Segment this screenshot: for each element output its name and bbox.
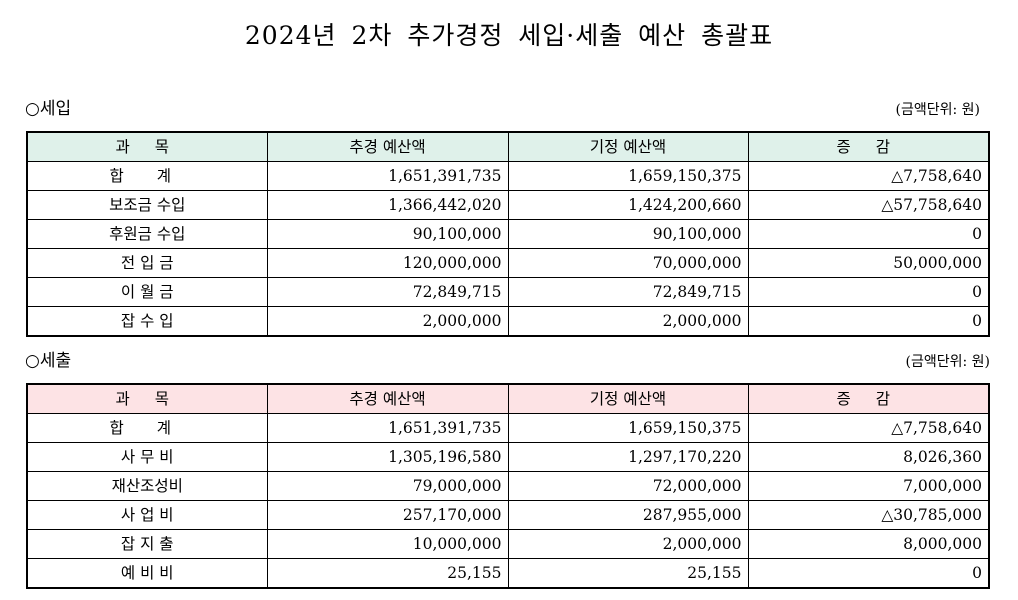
row-supplementary-amount: 257,170,000 bbox=[266, 500, 509, 530]
row-change-amount: 50,000,000 bbox=[747, 248, 990, 278]
table-row: 잡 지 출 10,000,000 2,000,000 8,000,000 bbox=[26, 529, 990, 559]
row-change-amount: △7,758,640 bbox=[747, 161, 990, 191]
table-row: 사 업 비 257,170,000 287,955,000 △30,785,000 bbox=[26, 500, 990, 530]
table-row: 잡 수 입 2,000,000 2,000,000 0 bbox=[26, 306, 990, 337]
row-supplementary-amount: 72,849,715 bbox=[266, 277, 509, 307]
table-row: 합 계 1,651,391,735 1,659,150,375 △7,758,640 bbox=[26, 413, 990, 443]
row-supplementary-amount: 90,100,000 bbox=[266, 219, 509, 249]
row-category: 전 입 금 bbox=[26, 248, 268, 278]
column-header-supplementary: 추경 예산액 bbox=[266, 131, 509, 162]
row-supplementary-amount: 25,155 bbox=[266, 558, 509, 589]
expenditure-section-label: ○세출 bbox=[25, 351, 72, 371]
row-category: 합 계 bbox=[26, 161, 268, 191]
table-row: 보조금 수입 1,366,442,020 1,424,200,660 △57,758,… bbox=[26, 190, 990, 220]
table-row: 재산조성비 79,000,000 72,000,000 7,000,000 bbox=[26, 471, 990, 501]
row-supplementary-amount: 1,651,391,735 bbox=[266, 413, 509, 443]
row-change-amount: 0 bbox=[747, 558, 990, 589]
row-supplementary-amount: 1,305,196,580 bbox=[266, 442, 509, 472]
column-header-change: 증 감 bbox=[747, 131, 990, 162]
row-existing-amount: 1,659,150,375 bbox=[507, 161, 749, 191]
row-supplementary-amount: 1,366,442,020 bbox=[266, 190, 509, 220]
column-header-existing: 기정 예산액 bbox=[507, 131, 749, 162]
table-row: 전 입 금 120,000,000 70,000,000 50,000,000 bbox=[26, 248, 990, 278]
row-existing-amount: 72,849,715 bbox=[507, 277, 749, 307]
row-category: 잡 수 입 bbox=[26, 306, 268, 337]
table-row: 이 월 금 72,849,715 72,849,715 0 bbox=[26, 277, 990, 307]
table-row: 합 계 1,651,391,735 1,659,150,375 △7,758,640 bbox=[26, 161, 990, 191]
column-header-supplementary: 추경 예산액 bbox=[266, 383, 509, 414]
row-existing-amount: 1,297,170,220 bbox=[507, 442, 749, 472]
row-supplementary-amount: 2,000,000 bbox=[266, 306, 509, 337]
row-change-amount: 8,026,360 bbox=[747, 442, 990, 472]
column-header-change: 증 감 bbox=[747, 383, 990, 414]
row-change-amount: △57,758,640 bbox=[747, 190, 990, 220]
column-header-existing: 기정 예산액 bbox=[507, 383, 749, 414]
table-row: 사 무 비 1,305,196,580 1,297,170,220 8,026,360 bbox=[26, 442, 990, 472]
revenue-section-label: ○세입 bbox=[25, 99, 72, 119]
row-category: 잡 지 출 bbox=[26, 529, 268, 559]
page-title: 2024년 2차 추가경정 세입·세출 예산 총괄표 bbox=[244, 21, 774, 50]
expenditure-header-row: 과 목 추경 예산액 기정 예산액 증 감 bbox=[26, 383, 990, 414]
revenue-unit-label: (금액단위: 원) bbox=[895, 102, 981, 118]
revenue-table: 과 목 추경 예산액 기정 예산액 증 감 합 계 1,651,391,735 1,… bbox=[26, 131, 990, 337]
row-existing-amount: 90,100,000 bbox=[507, 219, 749, 249]
row-category: 후원금 수입 bbox=[26, 219, 268, 249]
table-row: 후원금 수입 90,100,000 90,100,000 0 bbox=[26, 219, 990, 249]
row-existing-amount: 2,000,000 bbox=[507, 529, 749, 559]
row-existing-amount: 1,659,150,375 bbox=[507, 413, 749, 443]
row-change-amount: △7,758,640 bbox=[747, 413, 990, 443]
row-existing-amount: 70,000,000 bbox=[507, 248, 749, 278]
expenditure-unit-label: (금액단위: 원) bbox=[905, 354, 991, 370]
row-existing-amount: 25,155 bbox=[507, 558, 749, 589]
row-change-amount: 0 bbox=[747, 277, 990, 307]
row-change-amount: 8,000,000 bbox=[747, 529, 990, 559]
row-category: 보조금 수입 bbox=[26, 190, 268, 220]
expenditure-table: 과 목 추경 예산액 기정 예산액 증 감 합 계 1,651,391,735 1,… bbox=[26, 383, 990, 589]
row-change-amount: △30,785,000 bbox=[747, 500, 990, 530]
row-change-amount: 0 bbox=[747, 219, 990, 249]
row-supplementary-amount: 120,000,000 bbox=[266, 248, 509, 278]
row-category: 합 계 bbox=[26, 413, 268, 443]
row-change-amount: 0 bbox=[747, 306, 990, 337]
row-category: 예 비 비 bbox=[26, 558, 268, 589]
table-row: 예 비 비 25,155 25,155 0 bbox=[26, 558, 990, 589]
column-header-category: 과 목 bbox=[26, 383, 268, 414]
row-category: 이 월 금 bbox=[26, 277, 268, 307]
row-category: 사 무 비 bbox=[26, 442, 268, 472]
row-existing-amount: 287,955,000 bbox=[507, 500, 749, 530]
row-change-amount: 7,000,000 bbox=[747, 471, 990, 501]
row-supplementary-amount: 79,000,000 bbox=[266, 471, 509, 501]
row-category: 재산조성비 bbox=[26, 471, 268, 501]
row-existing-amount: 1,424,200,660 bbox=[507, 190, 749, 220]
column-header-category: 과 목 bbox=[26, 131, 268, 162]
row-category: 사 업 비 bbox=[26, 500, 268, 530]
row-existing-amount: 2,000,000 bbox=[507, 306, 749, 337]
row-existing-amount: 72,000,000 bbox=[507, 471, 749, 501]
revenue-header-row: 과 목 추경 예산액 기정 예산액 증 감 bbox=[26, 131, 990, 162]
row-supplementary-amount: 1,651,391,735 bbox=[266, 161, 509, 191]
row-supplementary-amount: 10,000,000 bbox=[266, 529, 509, 559]
